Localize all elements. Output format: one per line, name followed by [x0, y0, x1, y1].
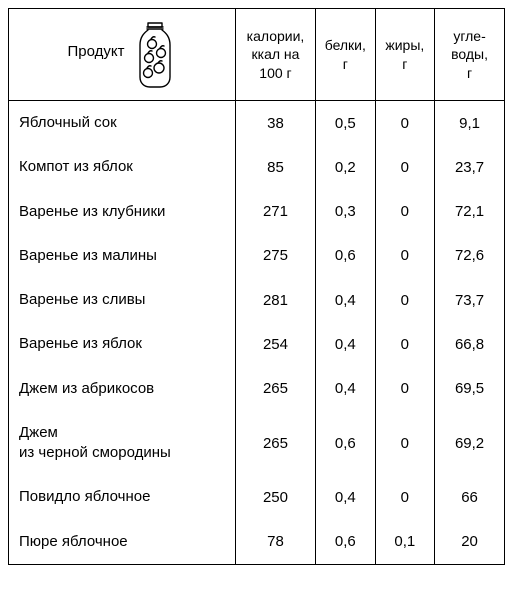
nutrition-table: Продукт: [8, 8, 505, 565]
cell-product-name: Варенье из сливы: [9, 278, 236, 322]
cell-fat: 0: [375, 234, 435, 278]
table-row: Варенье из малины2750,6072,6: [9, 234, 505, 278]
cell-calories: 254: [235, 322, 315, 366]
cell-calories: 85: [235, 145, 315, 189]
cell-calories: 38: [235, 101, 315, 146]
table-row: Джем из абрикосов2650,4069,5: [9, 367, 505, 411]
cell-fat: 0,1: [375, 520, 435, 565]
col-header-fat: жиры,г: [375, 9, 435, 101]
cell-product-name: Компот из яблок: [9, 145, 236, 189]
table-row: Варенье из сливы2810,4073,7: [9, 278, 505, 322]
cell-calories: 78: [235, 520, 315, 565]
table-header-row: Продукт: [9, 9, 505, 101]
cell-product-name: Пюре яблочное: [9, 520, 236, 565]
table-row: Пюре яблочное780,60,120: [9, 520, 505, 565]
cell-carbs: 69,2: [435, 411, 505, 476]
table-row: Повидло яблочное2500,4066: [9, 475, 505, 519]
cell-protein: 0,6: [316, 411, 376, 476]
col-header-carbs: угле-воды,г: [435, 9, 505, 101]
cell-carbs: 9,1: [435, 101, 505, 146]
cell-product-name: Яблочный сок: [9, 101, 236, 146]
cell-carbs: 20: [435, 520, 505, 565]
table-row: Джемиз черной смородины2650,6069,2: [9, 411, 505, 476]
cell-protein: 0,4: [316, 475, 376, 519]
cell-protein: 0,2: [316, 145, 376, 189]
cell-calories: 271: [235, 190, 315, 234]
cell-calories: 265: [235, 367, 315, 411]
table-row: Варенье из яблок2540,4066,8: [9, 322, 505, 366]
cell-product-name: Варенье из малины: [9, 234, 236, 278]
cell-protein: 0,4: [316, 278, 376, 322]
cell-protein: 0,4: [316, 367, 376, 411]
cell-carbs: 72,6: [435, 234, 505, 278]
table-body: Яблочный сок380,509,1Компот из яблок850,…: [9, 101, 505, 565]
cell-protein: 0,6: [316, 234, 376, 278]
col-header-product: Продукт: [9, 9, 236, 101]
table-row: Варенье из клубники2710,3072,1: [9, 190, 505, 234]
cell-product-name: Повидло яблочное: [9, 475, 236, 519]
cell-protein: 0,5: [316, 101, 376, 146]
product-header-label: Продукт: [67, 42, 124, 68]
cell-protein: 0,6: [316, 520, 376, 565]
cell-calories: 275: [235, 234, 315, 278]
cell-calories: 250: [235, 475, 315, 519]
cell-protein: 0,3: [316, 190, 376, 234]
cell-product-name: Варенье из яблок: [9, 322, 236, 366]
cell-product-name: Джемиз черной смородины: [9, 411, 236, 476]
col-header-protein: белки,г: [316, 9, 376, 101]
cell-fat: 0: [375, 475, 435, 519]
cell-fat: 0: [375, 322, 435, 366]
cell-fat: 0: [375, 101, 435, 146]
cell-product-name: Варенье из клубники: [9, 190, 236, 234]
cell-fat: 0: [375, 411, 435, 476]
cell-calories: 265: [235, 411, 315, 476]
table-row: Яблочный сок380,509,1: [9, 101, 505, 146]
cell-protein: 0,4: [316, 322, 376, 366]
cell-carbs: 66: [435, 475, 505, 519]
cell-fat: 0: [375, 190, 435, 234]
cell-carbs: 72,1: [435, 190, 505, 234]
cell-product-name: Джем из абрикосов: [9, 367, 236, 411]
cell-fat: 0: [375, 367, 435, 411]
jar-icon: [134, 21, 176, 89]
cell-carbs: 23,7: [435, 145, 505, 189]
cell-fat: 0: [375, 278, 435, 322]
cell-calories: 281: [235, 278, 315, 322]
cell-carbs: 73,7: [435, 278, 505, 322]
cell-carbs: 66,8: [435, 322, 505, 366]
cell-carbs: 69,5: [435, 367, 505, 411]
cell-fat: 0: [375, 145, 435, 189]
table-row: Компот из яблок850,2023,7: [9, 145, 505, 189]
col-header-calories: калории,ккал на100 г: [235, 9, 315, 101]
